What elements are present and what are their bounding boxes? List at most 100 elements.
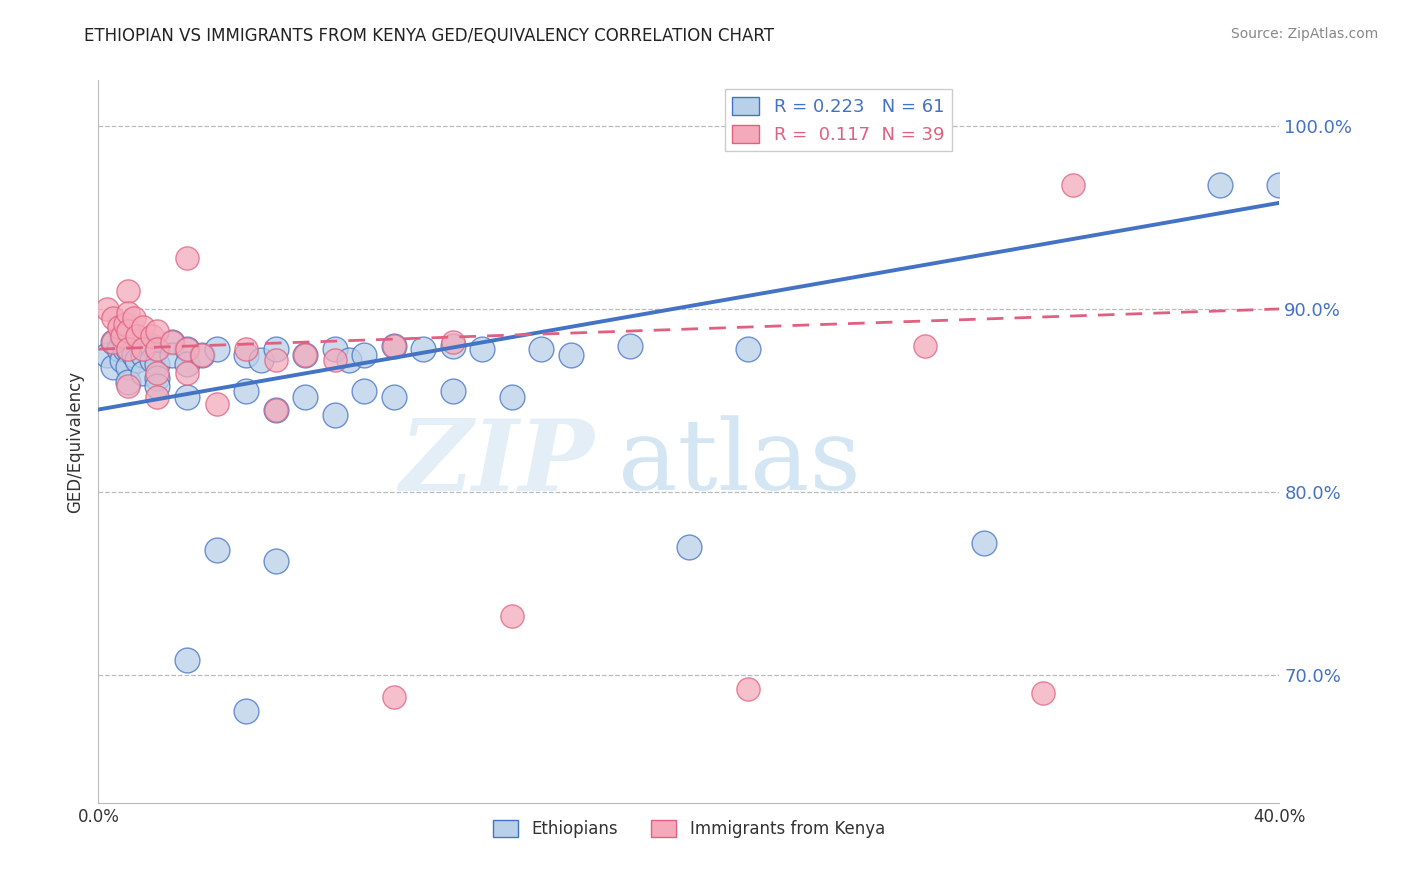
Point [501,390,523,404]
Point [264,402,287,417]
Point [1032,686,1054,700]
Point [117,342,139,356]
Point [176,251,198,265]
Point [205,397,228,411]
Point [176,390,198,404]
Point [235,348,257,362]
Point [117,305,139,319]
Point [125,353,148,368]
Point [146,342,169,356]
Point [117,375,139,389]
Text: ETHIOPIAN VS IMMIGRANTS FROM KENYA GED/EQUIVALENCY CORRELATION CHART: ETHIOPIAN VS IMMIGRANTS FROM KENYA GED/E… [84,27,775,45]
Point [235,384,257,399]
Point [141,329,163,343]
Point [111,329,134,343]
Point [146,390,169,404]
Point [132,348,155,362]
Point [146,371,169,385]
Point [678,540,700,554]
Point [737,682,759,697]
Point [235,342,257,356]
Point [191,348,214,362]
Point [382,390,405,404]
Point [146,342,169,356]
Point [250,353,273,368]
Point [162,334,183,349]
Point [353,348,375,362]
Point [1209,178,1232,192]
Point [103,360,125,375]
Point [111,329,134,343]
Point [108,342,131,356]
Point [103,311,125,326]
Point [264,554,287,568]
Point [146,378,169,392]
Point [111,353,134,368]
Point [501,609,523,624]
Point [914,338,936,352]
Point [353,384,375,399]
Point [117,284,139,298]
Point [191,348,214,362]
Point [162,348,183,362]
Y-axis label: GED/Equivalency: GED/Equivalency [66,370,84,513]
Point [323,408,346,422]
Point [382,338,405,352]
Point [117,342,139,356]
Point [132,342,155,356]
Point [122,334,145,349]
Point [108,320,131,334]
Point [141,338,163,352]
Point [146,324,169,338]
Point [114,317,136,331]
Point [114,342,136,356]
Point [117,378,139,392]
Point [619,338,641,352]
Point [264,342,287,356]
Point [96,301,118,316]
Point [117,324,139,338]
Point [103,334,125,349]
Point [264,402,287,417]
Point [122,348,145,362]
Point [441,338,464,352]
Point [264,353,287,368]
Point [146,366,169,380]
Point [103,334,125,349]
Point [471,342,494,356]
Point [96,348,118,362]
Point [125,329,148,343]
Point [205,543,228,558]
Point [323,342,346,356]
Point [176,357,198,371]
Point [117,324,139,338]
Point [441,334,464,349]
Legend: Ethiopians, Immigrants from Kenya: Ethiopians, Immigrants from Kenya [486,814,891,845]
Point [132,366,155,380]
Point [382,690,405,704]
Point [176,342,198,356]
Point [530,342,553,356]
Text: atlas: atlas [619,416,860,511]
Point [294,390,316,404]
Point [294,348,316,362]
Point [382,338,405,352]
Point [973,536,995,550]
Point [176,366,198,380]
Point [132,320,155,334]
Text: ZIP: ZIP [399,415,595,511]
Point [441,384,464,399]
Point [162,334,183,349]
Point [560,348,582,362]
Point [132,334,155,349]
Point [176,342,198,356]
Point [412,342,434,356]
Point [1062,178,1084,192]
Point [737,342,759,356]
Point [205,342,228,356]
Point [122,311,145,326]
Point [339,353,361,368]
Point [294,348,316,362]
Text: Source: ZipAtlas.com: Source: ZipAtlas.com [1230,27,1378,41]
Point [117,360,139,375]
